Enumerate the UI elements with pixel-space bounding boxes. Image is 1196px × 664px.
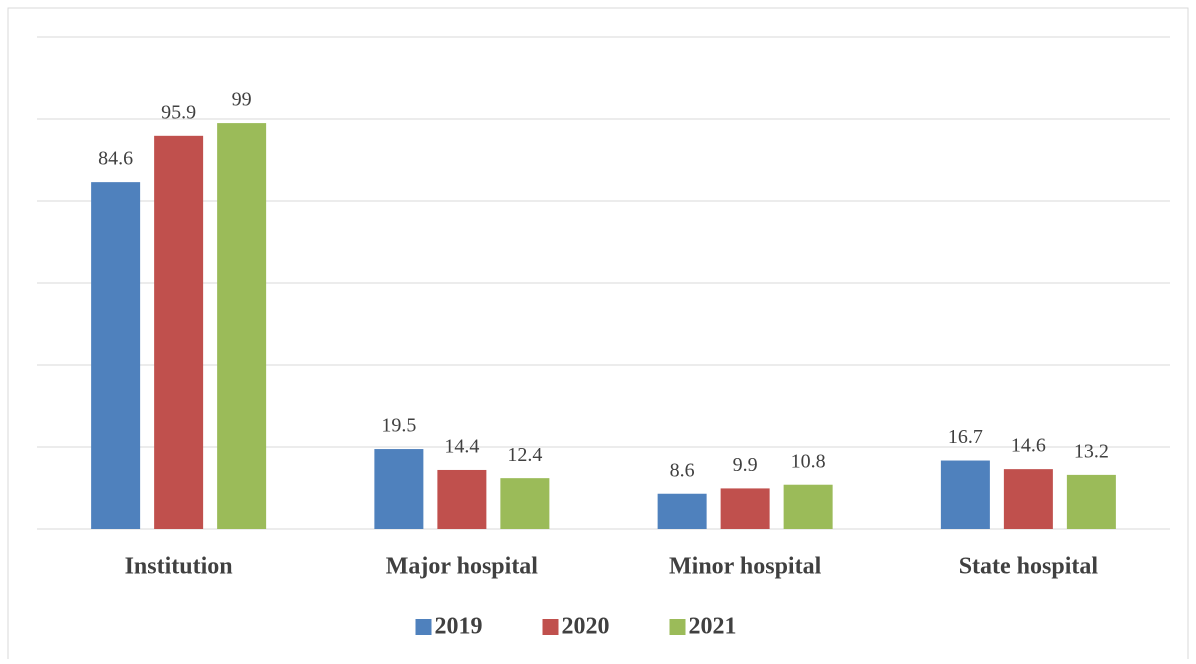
data-label: 99 xyxy=(232,89,252,111)
bar xyxy=(374,449,424,529)
x-tick-label: State hospital xyxy=(959,554,1099,580)
x-tick-label: Minor hospital xyxy=(669,554,822,580)
legend-label: 2020 xyxy=(562,614,610,640)
bar xyxy=(437,469,487,529)
bar xyxy=(500,478,550,529)
data-label: 9.9 xyxy=(733,454,758,476)
bar xyxy=(1066,474,1116,529)
bar xyxy=(1003,469,1053,529)
x-tick-label: Major hospital xyxy=(386,554,539,580)
data-label: 14.4 xyxy=(444,436,479,458)
bar xyxy=(217,123,267,529)
data-label: 10.8 xyxy=(791,450,826,472)
chart-border xyxy=(7,7,1189,664)
bar xyxy=(940,460,990,529)
data-label: 8.6 xyxy=(670,459,695,481)
bar xyxy=(657,493,707,529)
data-label: 19.5 xyxy=(381,415,416,437)
data-label: 14.6 xyxy=(1011,435,1046,457)
x-tick-label: Institution xyxy=(125,554,233,580)
data-label: 16.7 xyxy=(948,426,983,448)
legend-swatch xyxy=(542,619,559,635)
data-label: 13.2 xyxy=(1074,440,1109,462)
bar xyxy=(154,135,204,529)
data-label: 12.4 xyxy=(507,444,542,466)
data-label: 95.9 xyxy=(161,101,196,123)
bar xyxy=(91,182,141,529)
legend-label: 2019 xyxy=(435,614,483,640)
bar xyxy=(783,484,833,529)
legend-swatch xyxy=(669,619,686,635)
legend-swatch xyxy=(415,619,432,635)
legend-label: 2021 xyxy=(689,614,737,640)
bar xyxy=(720,488,770,529)
data-label: 84.6 xyxy=(98,148,133,170)
